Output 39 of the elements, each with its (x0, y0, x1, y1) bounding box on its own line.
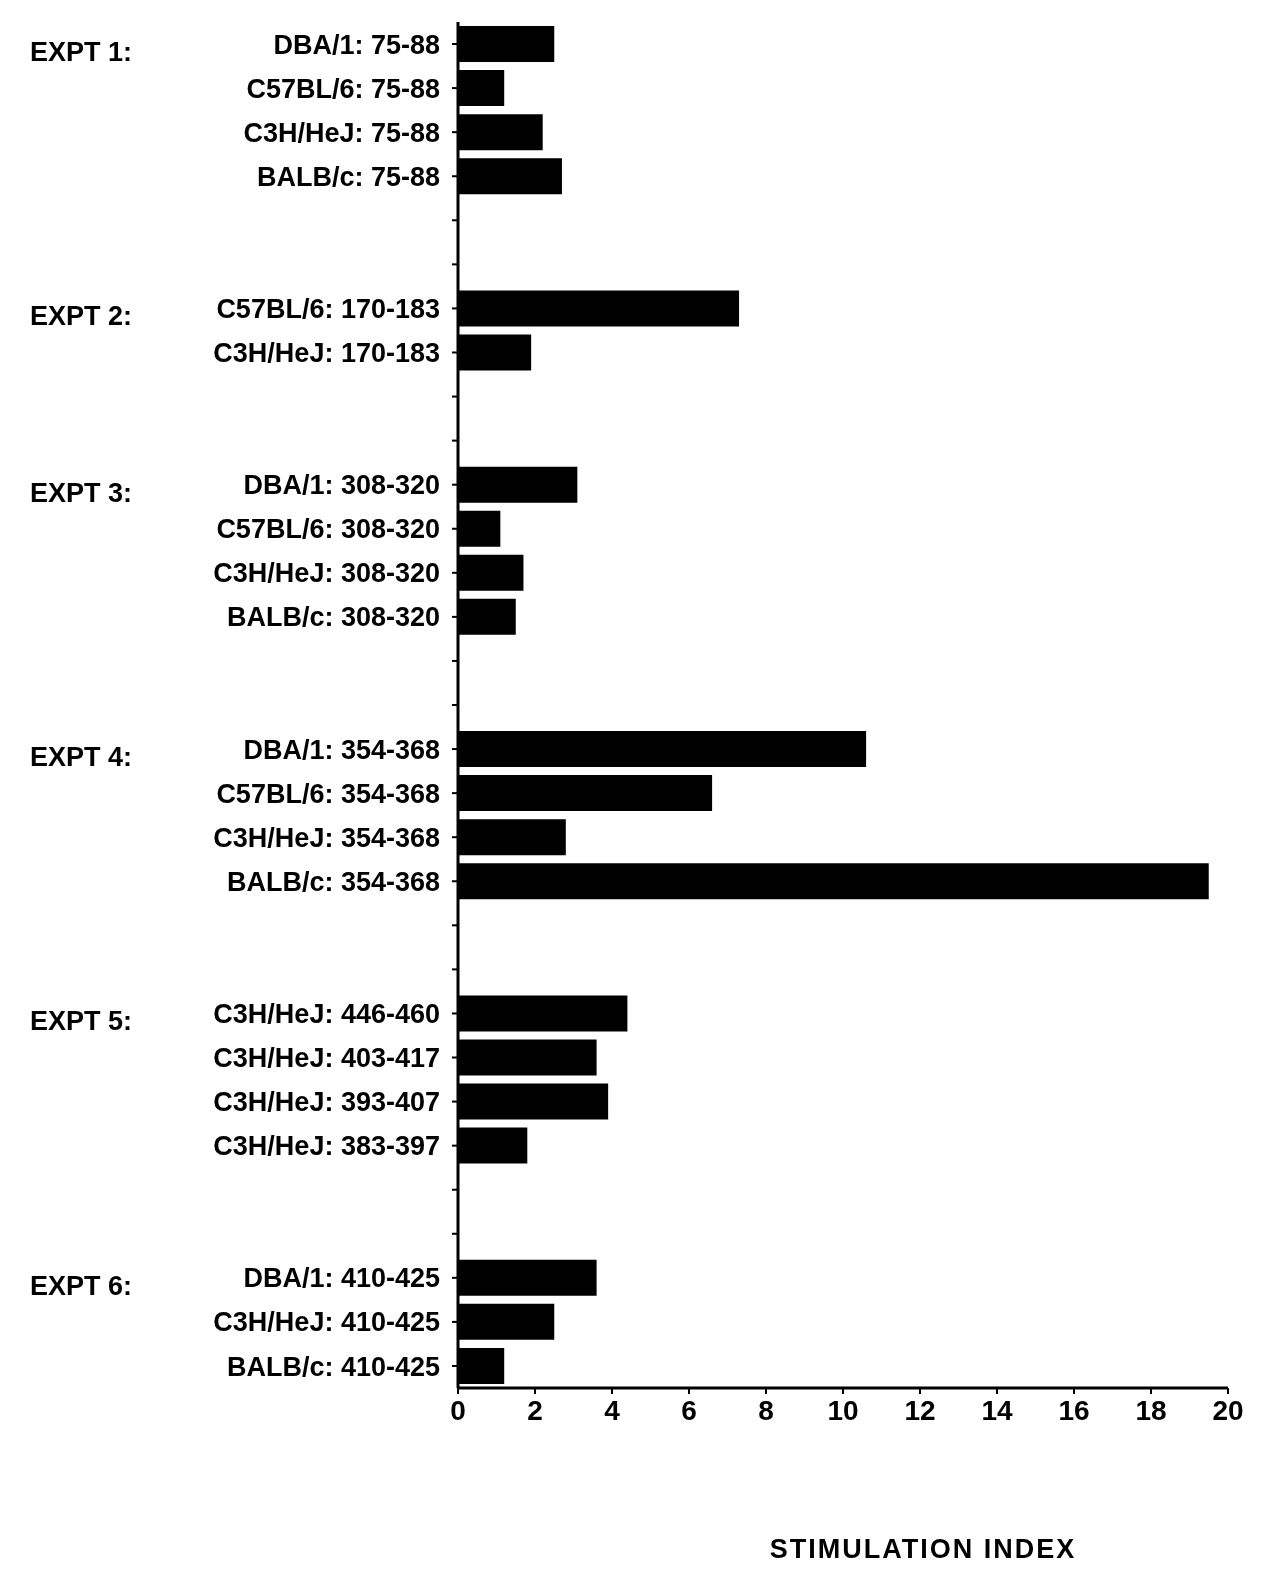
y-tick-label: C3H/HeJ: 410-425 (213, 1307, 440, 1338)
text: EXPT 4: (30, 741, 133, 774)
text: EXPT 1: (30, 36, 133, 69)
text: EXPT 2: (30, 300, 133, 333)
text: EXPT 5: (30, 1005, 133, 1038)
y-tick-label: BALB/c: 354-368 (226, 866, 440, 897)
x-tick-label: 16 (1058, 1394, 1090, 1426)
x-tick-label: 4 (604, 1394, 621, 1426)
y-tick-label: C57BL/6: 75-88 (246, 73, 440, 104)
y-tick-label: C57BL/6: 170-183 (216, 294, 440, 324)
y-tick-label: DBA/1: 75-88 (273, 29, 440, 60)
y-tick-label: C3H/HeJ: 308-320 (213, 558, 440, 589)
y-tick-label: C3H/HeJ: 170-183 (213, 338, 440, 369)
y-tick-label: C3H/HeJ: 403-417 (213, 1043, 440, 1074)
y-tick-label: C3H/HeJ: 75-88 (243, 117, 440, 148)
y-tick-label: C3H/HeJ: 383-397 (213, 1131, 440, 1162)
y-tick-label: BALB/c: 308-320 (226, 602, 440, 633)
x-tick-label: 0 (450, 1394, 466, 1426)
y-tick-label: C57BL/6: 308-320 (216, 514, 440, 545)
y-tick-label: C57BL/6: 354-368 (216, 778, 440, 809)
text: EXPT 6: (30, 1269, 133, 1302)
y-tick-label: BALB/c: 410-425 (226, 1351, 440, 1382)
x-axis-title: STIMULATION INDEX (769, 1534, 1077, 1564)
x-tick-label: 8 (758, 1394, 774, 1426)
x-tick-label: 2 (527, 1394, 543, 1426)
y-tick-label: BALB/c: 75-88 (256, 161, 440, 192)
x-tick-label: 10 (827, 1394, 859, 1426)
y-tick-label: C3H/HeJ: 354-368 (213, 822, 440, 853)
x-tick-label: 20 (1212, 1394, 1244, 1426)
x-tick-label: 12 (904, 1394, 936, 1426)
x-tick-label: 6 (681, 1394, 697, 1426)
x-tick-label: 18 (1135, 1394, 1167, 1426)
y-tick-label: DBA/1: 410-425 (243, 1263, 440, 1294)
text: EXPT 3: (30, 476, 133, 509)
y-tick-label: C3H/HeJ: 393-407 (213, 1087, 440, 1118)
y-tick-label: DBA/1: 354-368 (243, 734, 440, 765)
y-tick-label: DBA/1: 308-320 (243, 470, 440, 501)
y-tick-label: C3H/HeJ: 446-460 (213, 999, 440, 1030)
x-tick-label: 14 (981, 1394, 1013, 1426)
